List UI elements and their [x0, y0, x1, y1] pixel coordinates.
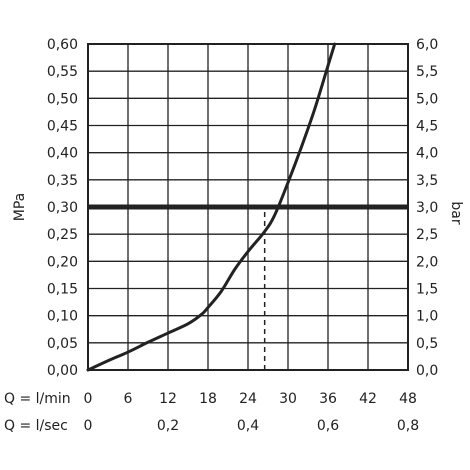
x-lpm-tick-label: 24 [239, 391, 257, 407]
x-lps-tick-label: 0,4 [237, 418, 259, 434]
y-left-tick-label: 0,25 [47, 227, 78, 243]
y-left-tick-label: 0,15 [47, 282, 78, 298]
x-lps-tick-label: 0,8 [397, 418, 419, 434]
y-right-tick-label: 0,0 [416, 363, 438, 379]
x-lpm-label: Q = l/min [4, 391, 71, 407]
y-left-tick-label: 0,55 [47, 64, 78, 80]
y-left-tick-label: 0,50 [47, 91, 78, 107]
y-right-tick-label: 4,5 [416, 119, 438, 135]
y-right-label: bar [448, 201, 464, 224]
x-lpm-tick-label: 0 [84, 391, 93, 407]
x-lps-tick-label: 0,2 [157, 418, 179, 434]
y-right-tick-label: 3,0 [416, 200, 438, 216]
x-lpm-tick-label: 30 [279, 391, 297, 407]
y-right-tick-label: 6,0 [416, 37, 438, 53]
tick-labels: 0,00 0,00,05 0,50,10 1,00,15 1,50,20 2,00,25 2… [47, 37, 438, 434]
x-lps-label: Q = l/sec [4, 418, 68, 434]
y-right-tick-label: 2,0 [416, 254, 438, 270]
y-right-tick-label: 1,5 [416, 282, 438, 298]
series-curve [86, 42, 337, 372]
y-left-tick-label: 0,05 [47, 336, 78, 352]
y-right-tick-label: 2,5 [416, 227, 438, 243]
y-left-tick-label: 0,45 [47, 119, 78, 135]
x-lpm-tick-label: 12 [159, 391, 177, 407]
y-left-tick-label: 0,30 [47, 200, 78, 216]
y-left-tick-label: 0,20 [47, 254, 78, 270]
y-right-tick-label: 5,5 [416, 64, 438, 80]
x-lps-tick-label: 0,6 [317, 418, 339, 434]
y-left-tick-label: 0,10 [47, 309, 78, 325]
y-right-tick-label: 4,0 [416, 146, 438, 162]
x-lps-tick-label: 0 [84, 418, 93, 434]
x-lpm-tick-label: 48 [399, 391, 417, 407]
y-left-label: MPa [12, 193, 28, 221]
y-left-tick-label: 0,00 [47, 363, 78, 379]
x-lpm-tick-label: 18 [199, 391, 217, 407]
y-right-tick-label: 5,0 [416, 91, 438, 107]
x-lpm-tick-label: 36 [319, 391, 337, 407]
y-left-tick-label: 0,35 [47, 173, 78, 189]
x-lpm-tick-label: 6 [124, 391, 133, 407]
y-right-tick-label: 3,5 [416, 173, 438, 189]
x-lpm-tick-label: 42 [359, 391, 377, 407]
y-left-tick-label: 0,40 [47, 146, 78, 162]
y-left-tick-label: 0,60 [47, 37, 78, 53]
y-right-tick-label: 0,5 [416, 336, 438, 352]
y-right-tick-label: 1,0 [416, 309, 438, 325]
